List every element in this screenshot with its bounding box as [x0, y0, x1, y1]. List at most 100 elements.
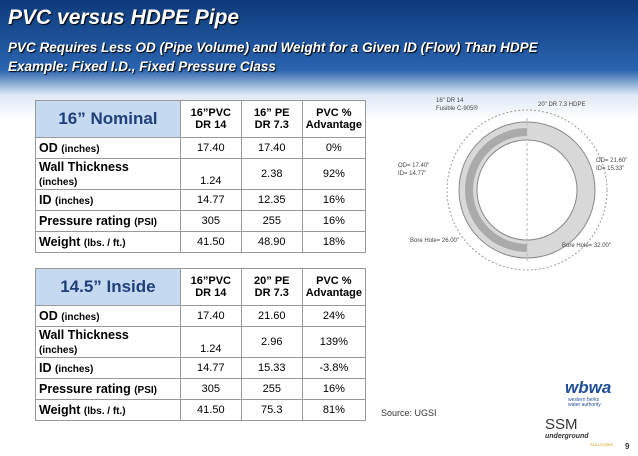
table-row: Pressure rating (PSI) 305 255 16% — [35, 378, 367, 400]
row-label-text: Wall Thickness — [39, 160, 129, 174]
column-header-text: DR 14 — [195, 287, 227, 299]
cell: 255 — [240, 210, 303, 232]
column-header: PVC % Advantage — [301, 100, 367, 138]
cell: 81% — [301, 399, 367, 421]
label: OD= 17.40" — [398, 163, 429, 169]
label: Fusible C-905® — [436, 105, 478, 112]
column-header-text: PVC % — [316, 107, 352, 119]
row-label: Weight (lbs. / ft.) — [35, 399, 181, 421]
column-header: PVC % Advantage — [301, 268, 367, 306]
logo: SSM — [545, 416, 578, 433]
cell: 305 — [179, 378, 242, 400]
column-header-text: PVC % — [316, 275, 352, 287]
cell: 17.40 — [179, 137, 242, 159]
row-unit: (inches) — [54, 196, 94, 207]
table-row: OD (inches) 17.40 17.40 0% — [35, 137, 367, 159]
row-unit: (inches) — [61, 312, 100, 323]
label: Bore Hole= 32.00" — [562, 243, 611, 249]
table-heading: 16” Nominal — [35, 100, 181, 138]
row-label-text: Pressure rating — [39, 214, 131, 228]
row-label: OD (inches) — [35, 137, 181, 159]
data-table: 16” Nominal 16”PVC DR 14 16” PE DR 7.3 PVC % A… — [35, 100, 367, 253]
subtitle: Example: Fixed I.D., Fixed Pressure Clas… — [8, 59, 276, 74]
cell: 16% — [301, 210, 367, 232]
column-header-text: DR 7.3 — [254, 287, 289, 299]
column-header: 16”PVC DR 14 — [179, 100, 242, 138]
table-row: Wall Thickness (inches) 1.24 2.96 139% — [35, 326, 367, 358]
cell: 17.40 — [179, 305, 242, 327]
table-row: OD (inches) 17.40 21.60 24% — [35, 305, 367, 327]
label: OD= 21.60" — [596, 158, 627, 164]
row-label: Wall Thickness (inches) — [35, 158, 181, 190]
cell: 1.24 — [179, 158, 242, 190]
column-header-text: 16” PE — [254, 107, 290, 119]
row-unit: (PSI) — [134, 217, 157, 228]
logo-text: western berks water authority — [568, 397, 601, 408]
logo-text: underground — [545, 433, 589, 440]
row-unit: (lbs. / ft.) — [83, 238, 126, 249]
cell: 15.33 — [240, 357, 303, 379]
source: Source: UGSI — [381, 408, 437, 418]
row-label-text: OD — [39, 141, 58, 155]
column-header-text: Advantage — [305, 287, 362, 299]
row-label: Pressure rating (PSI) — [35, 378, 181, 400]
table-row: Weight (lbs. / ft.) 41.50 48.90 18% — [35, 231, 367, 253]
column-header-text: Advantage — [305, 119, 362, 131]
row-label-text: ID — [39, 193, 52, 207]
header-row: 14.5” Inside 16”PVC DR 14 20” PE DR 7.3 PVC %… — [35, 268, 367, 306]
cell: 75.3 — [240, 399, 303, 421]
row-label: OD (inches) — [35, 305, 181, 327]
cell: 14.77 — [179, 189, 242, 211]
table-row: ID (inches) 14.77 15.33 -3.8% — [35, 357, 367, 379]
row-label: Weight (lbs. / ft.) — [35, 231, 181, 253]
heading-text: 16” Nominal — [58, 109, 158, 128]
column-header: 20” PE DR 7.3 — [240, 268, 303, 306]
cell: 41.50 — [179, 399, 242, 421]
cell: 2.96 — [240, 326, 303, 358]
cell: 139% — [301, 326, 367, 358]
cell: 24% — [301, 305, 367, 327]
table-row: Wall Thickness (inches) 1.24 2.38 92% — [35, 158, 367, 190]
table-row: ID (inches) 14.77 12.35 16% — [35, 189, 367, 211]
cell: 2.38 — [240, 158, 303, 190]
row-unit: (PSI) — [134, 385, 157, 396]
title: PVC versus HDPE Pipe — [8, 6, 240, 29]
cell: 12.35 — [240, 189, 303, 211]
row-label-text: Wall Thickness — [39, 328, 129, 342]
row-unit: (inches) — [39, 177, 78, 188]
row-label-text: Weight — [39, 403, 81, 417]
bore-hole — [446, 109, 608, 271]
column-header: 16”PVC DR 14 — [179, 268, 242, 306]
row-label: ID (inches) — [35, 189, 181, 211]
column-header-text: 20” PE — [254, 275, 290, 287]
cell: 18% — [301, 231, 367, 253]
row-label: Wall Thickness (inches) — [35, 326, 181, 358]
column-header-text: DR 14 — [195, 119, 227, 131]
cell: 305 — [179, 210, 242, 232]
page-number: 9 — [625, 442, 630, 451]
cell: -3.8% — [301, 357, 367, 379]
label: ID= 14.77" — [398, 171, 426, 177]
cell: 1.24 — [179, 326, 242, 358]
column-header: 16” PE DR 7.3 — [240, 100, 303, 138]
cell: 21.60 — [240, 305, 303, 327]
column-header-text: DR 7.3 — [254, 119, 289, 131]
column-header-text: 16”PVC — [190, 107, 231, 119]
cell: 255 — [240, 378, 303, 400]
table-row: Pressure rating (PSI) 305 255 16% — [35, 210, 367, 232]
row-unit: (lbs. / ft.) — [83, 406, 126, 417]
table-heading: 14.5” Inside — [35, 268, 181, 306]
cell: 0% — [301, 137, 367, 159]
row-label-text: Weight — [39, 235, 81, 249]
column-header-text: 16”PVC — [190, 275, 231, 287]
label: 16" DR 14 — [436, 98, 464, 104]
row-label-text: OD — [39, 309, 58, 323]
row-label-text: Pressure rating — [39, 382, 131, 396]
header-row: 16” Nominal 16”PVC DR 14 16” PE DR 7.3 PVC % A… — [35, 100, 367, 138]
subtitle: PVC Requires Less OD (Pipe Volume) and W… — [8, 40, 538, 55]
row-unit: (inches) — [61, 144, 100, 155]
pvc-wall — [465, 128, 528, 252]
heading-text: 14.5” Inside — [60, 277, 156, 296]
logo: wbwa — [565, 378, 612, 397]
